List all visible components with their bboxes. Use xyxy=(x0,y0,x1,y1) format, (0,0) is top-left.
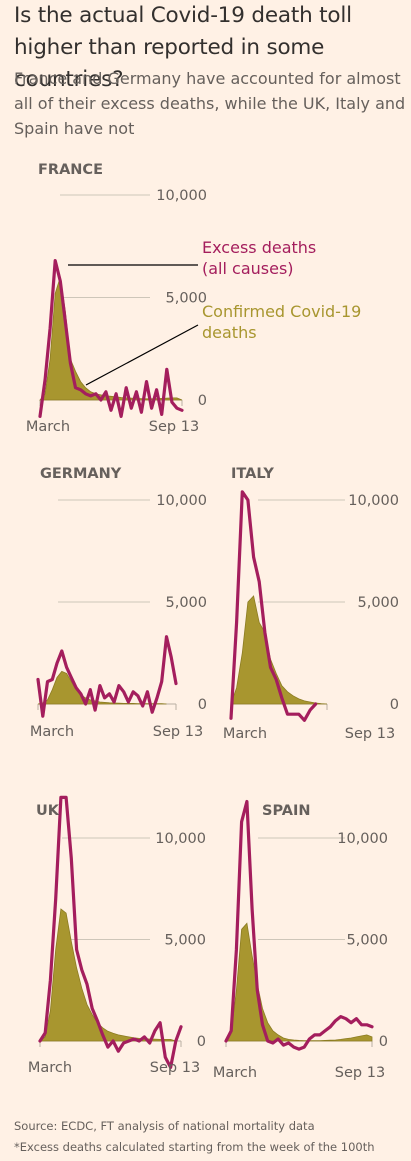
country-label: SPAIN xyxy=(262,803,311,819)
covid-deaths-area xyxy=(225,922,373,1042)
y-tick-label: 10,000 xyxy=(348,493,399,509)
annotation-covid-line1: Confirmed Covid-19 xyxy=(202,302,361,321)
chart-svg-spain: 0 5,000 10,000 SPAIN March Sep 13 xyxy=(213,799,388,1081)
chart-svg-france: 0 5,000 10,000 FRANCE March Sep 13 Excess deat… xyxy=(26,162,361,435)
x-tick-label-start: March xyxy=(28,1060,72,1076)
panel-uk: 0 5,000 10,000 UK March Sep 13 xyxy=(0,795,210,1102)
excess-deaths-line xyxy=(229,490,318,722)
y-tick-label: 0 xyxy=(390,697,399,713)
chart-svg-italy: 0 5,000 10,000 ITALY March Sep 13 xyxy=(223,466,399,742)
y-tick-label: 0 xyxy=(379,1034,388,1050)
annotation-excess-line1: Excess deaths xyxy=(202,238,316,257)
covid-deaths-area xyxy=(37,670,167,705)
panel-germany: 0 5,000 10,000 GERMANY March Sep 13 xyxy=(0,460,210,764)
y-tick-label: 5,000 xyxy=(164,933,206,949)
excess-deaths-line xyxy=(224,799,374,1051)
country-label: UK xyxy=(36,803,60,819)
y-tick-label: 0 xyxy=(198,393,207,409)
excess-deaths-line xyxy=(38,795,183,1069)
x-tick-label-start: March xyxy=(26,419,70,435)
y-tick-label: 5,000 xyxy=(357,595,399,611)
x-tick-label-end: Sep 13 xyxy=(150,1060,200,1076)
panel-spain: 0 5,000 10,000 SPAIN March Sep 13 xyxy=(0,798,411,1102)
annotation-covid-line2: deaths xyxy=(202,323,257,342)
country-label: ITALY xyxy=(231,466,274,482)
excess-deaths-line xyxy=(38,259,184,418)
source-text: Source: ECDC, FT analysis of national mo… xyxy=(14,1119,315,1133)
y-tick-label: 10,000 xyxy=(155,831,206,847)
chart-svg-uk: 0 5,000 10,000 UK March Sep 13 xyxy=(28,795,206,1076)
chart-svg-germany: 0 5,000 10,000 GERMANY March Sep 13 xyxy=(30,466,207,740)
y-tick-label: 0 xyxy=(197,1034,206,1050)
y-tick-label: 5,000 xyxy=(346,933,388,949)
x-tick-label-end: Sep 13 xyxy=(345,726,395,742)
panel-france: 0 5,000 10,000 FRANCE March Sep 13 Excess deat… xyxy=(0,155,411,449)
annotation-leader-covid xyxy=(85,324,199,386)
panel-italy: 0 5,000 10,000 ITALY March Sep 13 xyxy=(0,460,411,764)
country-label: GERMANY xyxy=(40,466,122,482)
country-label: FRANCE xyxy=(38,162,103,178)
y-tick-label: 10,000 xyxy=(156,493,207,509)
excess-deaths-line xyxy=(36,635,178,718)
x-tick-label-start: March xyxy=(223,726,267,742)
y-tick-label: 10,000 xyxy=(337,831,388,847)
x-tick-label-end: Sep 13 xyxy=(153,724,203,740)
x-tick-label-start: March xyxy=(30,724,74,740)
chart-title: Is the actual Covid-19 death toll higher… xyxy=(14,3,352,92)
x-tick-label-end: Sep 13 xyxy=(335,1065,385,1081)
chart-subtitle: France and Germany have accounted for al… xyxy=(14,69,406,138)
footnote-text: *Excess deaths calculated starting from … xyxy=(14,1140,375,1154)
x-tick-label-end: Sep 13 xyxy=(149,419,199,435)
annotation-excess-line2: (all causes) xyxy=(202,259,294,278)
x-tick-label-start: March xyxy=(213,1065,257,1081)
source-block: Source: ECDC, FT analysis of national mo… xyxy=(14,1116,409,1158)
y-tick-label: 10,000 xyxy=(156,188,207,204)
y-tick-label: 5,000 xyxy=(165,291,207,307)
y-tick-label: 5,000 xyxy=(165,595,207,611)
y-tick-label: 0 xyxy=(198,697,207,713)
